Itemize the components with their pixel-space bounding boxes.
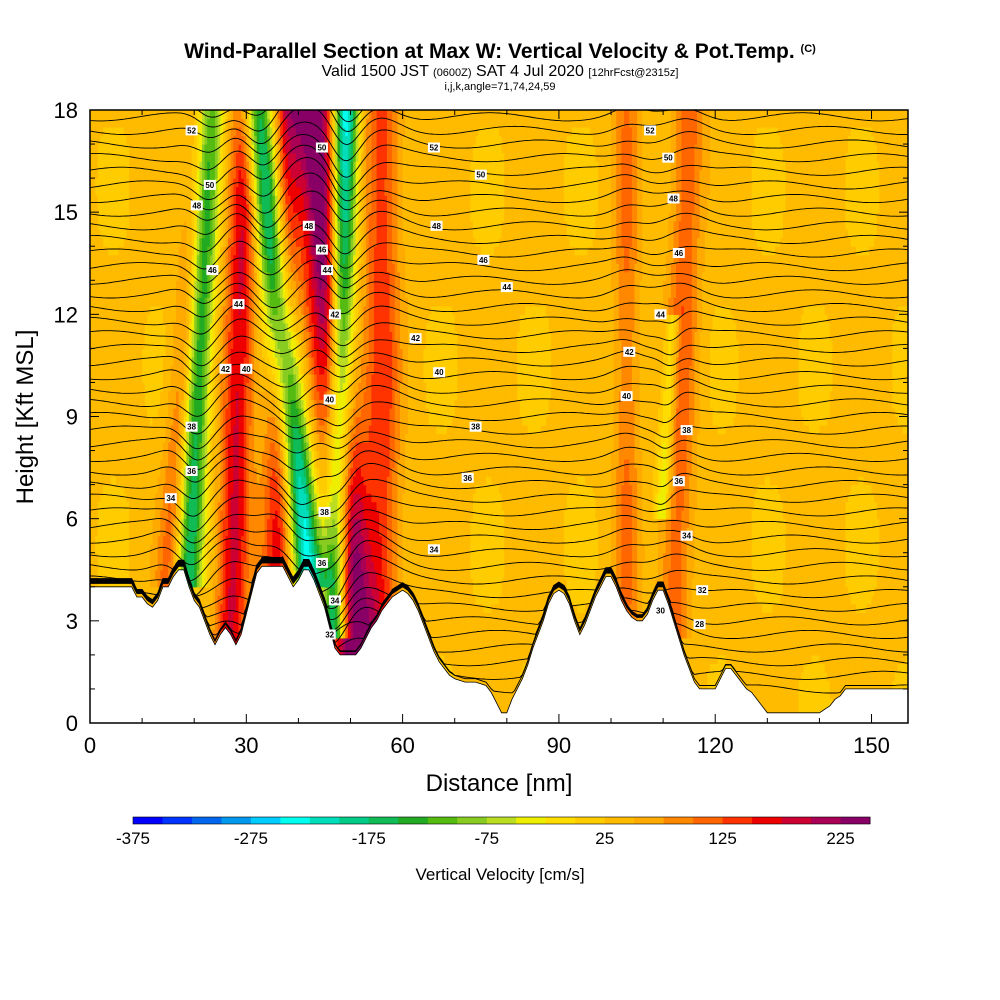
plot-area (90, 71, 909, 728)
cross-section-chart: 525048464442 4038363450484644424038363432… (0, 0, 1000, 1000)
velocity-field (90, 110, 909, 724)
